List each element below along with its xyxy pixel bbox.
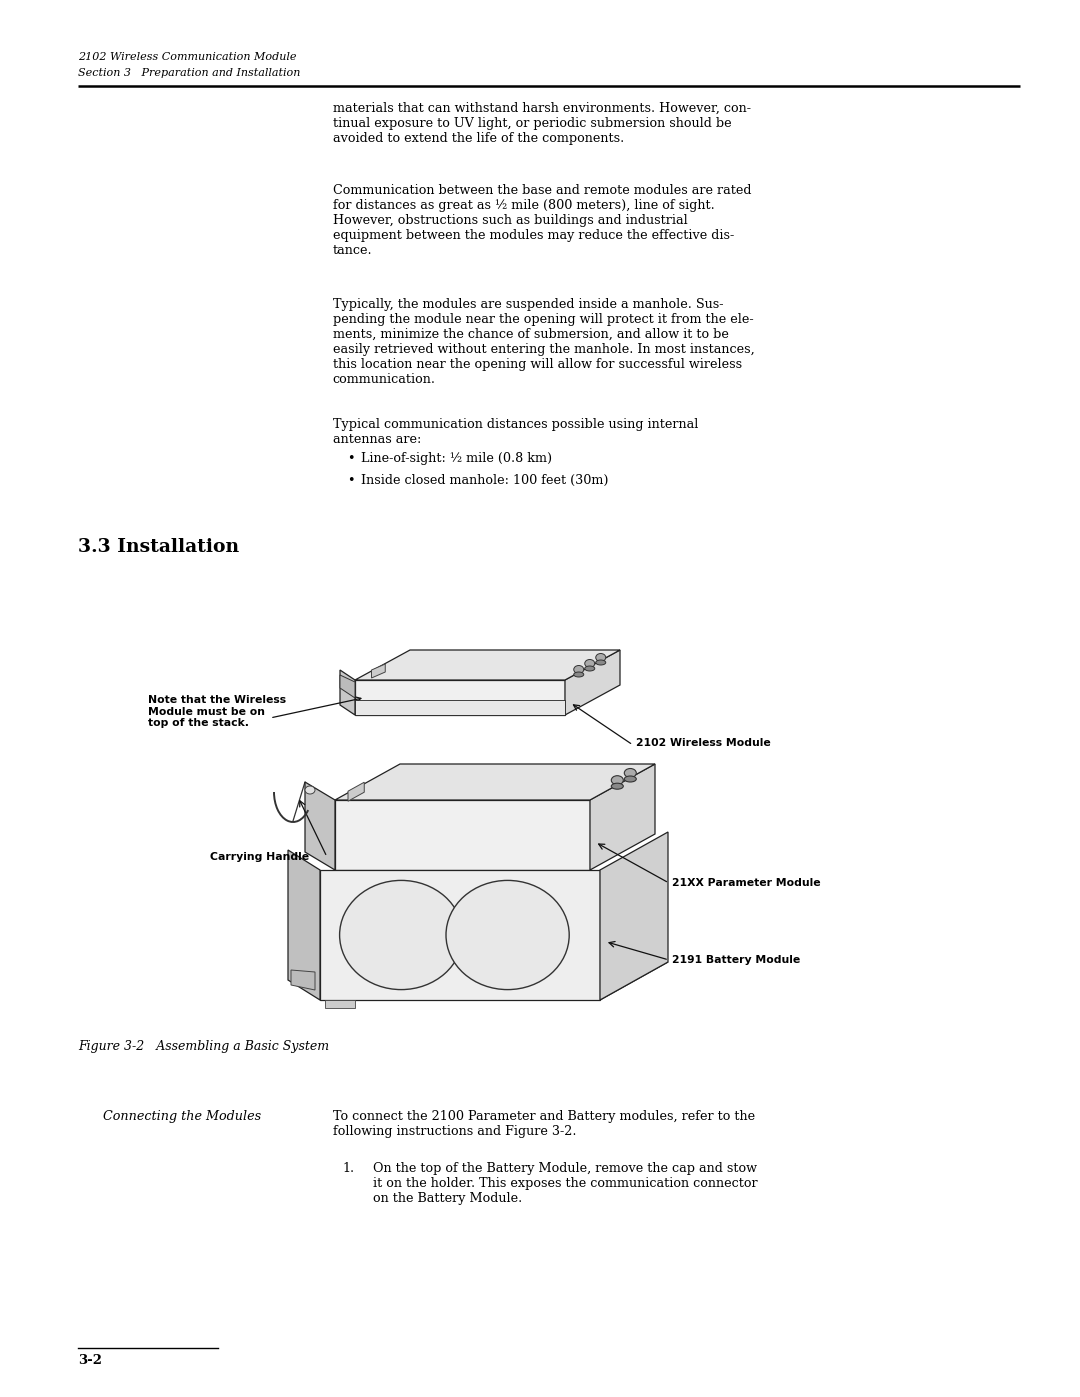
Polygon shape [320,870,600,1000]
Polygon shape [320,963,669,1000]
Text: Figure 3-2   Assembling a Basic System: Figure 3-2 Assembling a Basic System [78,1039,329,1053]
Polygon shape [565,650,620,715]
Ellipse shape [573,665,584,673]
Text: •: • [347,474,354,488]
Text: Line-of-sight: ½ mile (0.8 km): Line-of-sight: ½ mile (0.8 km) [361,453,552,465]
Text: Communication between the base and remote modules are rated
for distances as gre: Communication between the base and remot… [333,184,752,257]
Ellipse shape [611,775,623,785]
Polygon shape [355,700,565,715]
Polygon shape [348,782,364,802]
Text: materials that can withstand harsh environments. However, con-
tinual exposure t: materials that can withstand harsh envir… [333,102,751,145]
Text: Carrying Handle: Carrying Handle [210,852,309,862]
Text: Typically, the modules are suspended inside a manhole. Sus-
pending the module n: Typically, the modules are suspended ins… [333,298,755,386]
Ellipse shape [624,768,636,778]
Text: Typical communication distances possible using internal
antennas are:: Typical communication distances possible… [333,418,698,446]
Ellipse shape [596,659,606,665]
Text: On the top of the Battery Module, remove the cap and stow
it on the holder. This: On the top of the Battery Module, remove… [373,1162,757,1206]
Polygon shape [340,675,355,698]
Ellipse shape [596,654,606,662]
Text: 3.3 Installation: 3.3 Installation [78,538,239,556]
Text: To connect the 2100 Parameter and Battery modules, refer to the
following instru: To connect the 2100 Parameter and Batter… [333,1111,755,1139]
Ellipse shape [611,784,623,789]
Polygon shape [355,650,620,680]
Polygon shape [372,664,386,678]
Ellipse shape [305,787,315,793]
Polygon shape [600,833,669,1000]
Ellipse shape [573,672,584,678]
Ellipse shape [624,775,636,782]
Text: Section 3   Preparation and Installation: Section 3 Preparation and Installation [78,68,300,78]
Polygon shape [335,800,590,870]
Polygon shape [305,782,335,870]
Text: 3-2: 3-2 [78,1354,102,1368]
Text: 21XX Parameter Module: 21XX Parameter Module [672,877,821,888]
Text: 1.: 1. [342,1162,354,1175]
Text: 2102 Wireless Module: 2102 Wireless Module [636,738,771,747]
Polygon shape [335,764,654,800]
Polygon shape [288,849,320,1000]
Text: Note that the Wireless
Module must be on
top of the stack.: Note that the Wireless Module must be on… [148,694,286,728]
Polygon shape [355,680,565,715]
Ellipse shape [446,880,569,989]
Text: Inside closed manhole: 100 feet (30m): Inside closed manhole: 100 feet (30m) [361,474,608,488]
Polygon shape [291,970,315,990]
Polygon shape [340,671,355,715]
Text: 2102 Wireless Communication Module: 2102 Wireless Communication Module [78,52,296,61]
Text: Connecting the Modules: Connecting the Modules [103,1111,261,1123]
Ellipse shape [584,659,595,668]
Ellipse shape [584,666,595,671]
Polygon shape [590,764,654,870]
Text: •: • [347,453,354,465]
Text: 2191 Battery Module: 2191 Battery Module [672,956,800,965]
Ellipse shape [339,880,463,989]
Polygon shape [325,1000,355,1009]
